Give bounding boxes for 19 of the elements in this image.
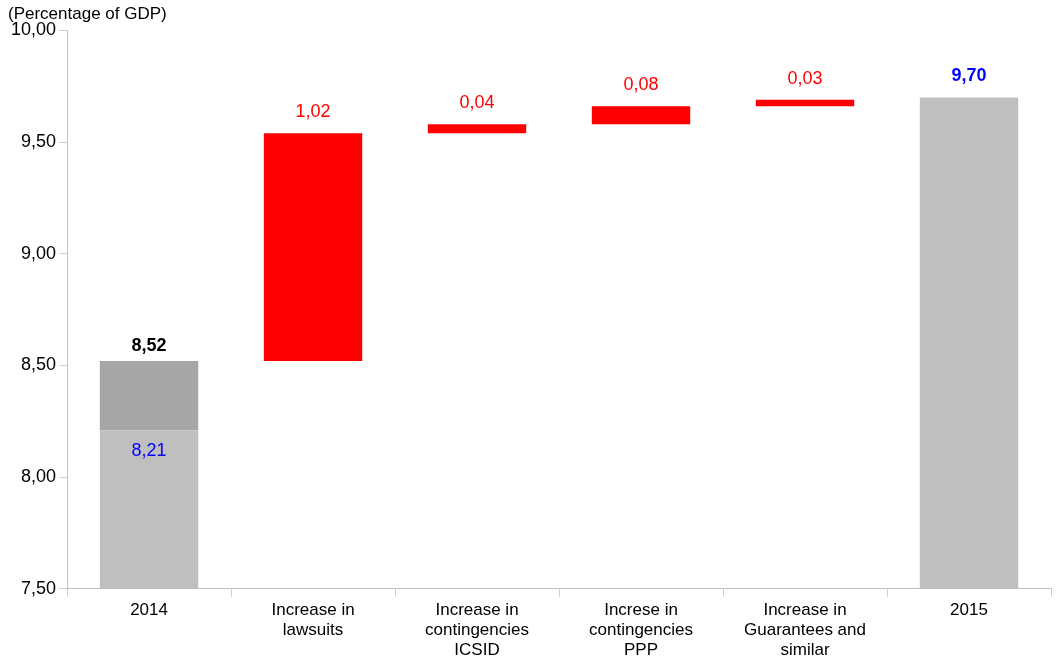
- x-tick-label: Increase in lawsuits: [271, 599, 355, 640]
- data-label: 9,70: [951, 65, 987, 86]
- data-label: 8,21: [131, 440, 167, 461]
- y-tick-label: 9,50: [21, 131, 57, 152]
- y-tick-label: 9,00: [21, 242, 57, 263]
- x-tick-label: Increase in contingencies ICSID: [425, 599, 530, 660]
- total-label: 8,52: [131, 334, 167, 355]
- x-tick-label: Increse in contingencies PPP: [589, 599, 693, 660]
- x-tick-label: 2015: [950, 599, 988, 619]
- y-tick-label: 8,50: [21, 354, 57, 375]
- data-label: 0,08: [623, 74, 659, 95]
- x-tick-label: 2014: [130, 599, 168, 619]
- y-tick-label: 7,50: [21, 577, 57, 598]
- data-label: 0,04: [459, 92, 495, 113]
- y-tick-label: 8,00: [21, 466, 57, 487]
- x-tick-label: Increase in Guarantees and similar: [744, 599, 866, 660]
- data-label: 0,03: [787, 67, 823, 88]
- data-label: 1,02: [295, 101, 331, 122]
- y-axis-title: (Percentage of GDP): [8, 3, 167, 23]
